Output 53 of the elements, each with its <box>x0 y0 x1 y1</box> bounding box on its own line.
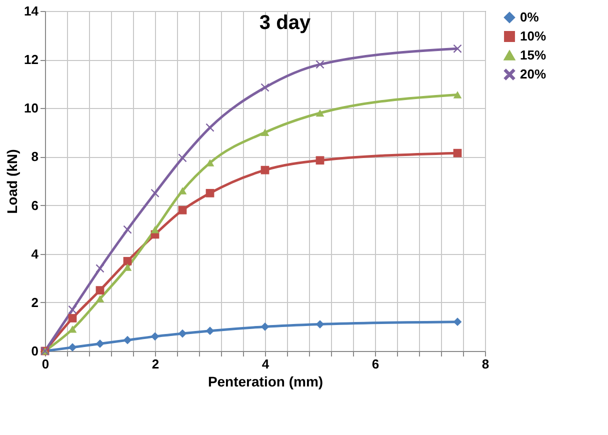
point <box>316 156 324 165</box>
y-tick-label: 0 <box>31 344 38 358</box>
point <box>123 225 132 234</box>
y-tick-label: 8 <box>31 149 38 164</box>
point <box>260 83 270 92</box>
point <box>150 332 160 341</box>
point <box>260 322 270 331</box>
point <box>316 60 324 69</box>
point <box>260 166 270 174</box>
point <box>206 188 214 198</box>
y-tick-label: 4 <box>31 246 40 262</box>
point <box>178 329 187 338</box>
point <box>68 343 77 352</box>
y-tick-label: 2 <box>31 294 38 310</box>
x-tick-label: 8 <box>482 356 490 372</box>
legend-label: 20% <box>520 66 546 82</box>
point <box>206 326 214 336</box>
point <box>68 314 77 322</box>
y-tick-label: 6 <box>31 198 38 213</box>
legend-label: 10% <box>520 28 546 44</box>
point <box>453 318 462 326</box>
point <box>96 340 104 348</box>
y-tick-label: 10 <box>24 100 38 116</box>
x-tick-label: 4 <box>262 356 270 372</box>
x-axis-title: Penteration (mm) <box>208 374 324 390</box>
x-tick-label: 2 <box>152 356 160 372</box>
y-tick-label: 12 <box>24 52 38 68</box>
point <box>316 109 324 117</box>
legend-label: 15% <box>520 48 546 62</box>
point <box>453 148 462 158</box>
x-tick-label: 0 <box>42 356 50 372</box>
point <box>206 123 214 132</box>
point <box>178 187 187 194</box>
point <box>453 44 462 53</box>
point <box>453 91 462 98</box>
point <box>178 154 187 162</box>
point <box>123 264 132 271</box>
point <box>68 306 77 314</box>
point <box>96 295 104 302</box>
point <box>123 336 132 344</box>
chart-title: 3 day <box>259 12 312 34</box>
point <box>150 226 160 234</box>
y-tick-label: 14 <box>24 4 40 18</box>
x-tick-label: 6 <box>372 356 380 372</box>
point <box>316 320 324 328</box>
point <box>96 286 104 294</box>
legend-label: 0% <box>520 10 540 24</box>
point <box>123 256 132 266</box>
point <box>260 128 270 136</box>
point <box>150 188 160 198</box>
point <box>96 264 104 273</box>
y-axis-title: Load (kN) <box>4 149 20 214</box>
point <box>178 206 187 214</box>
